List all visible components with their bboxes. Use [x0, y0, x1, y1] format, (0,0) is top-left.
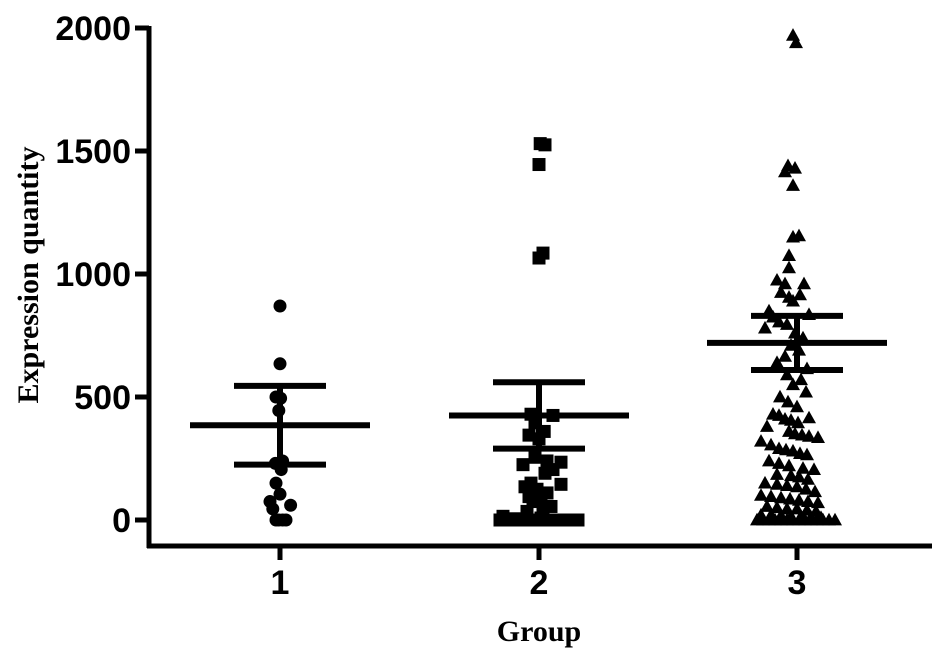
y-tick-label: 2000: [55, 10, 131, 48]
data-point-triangle: [808, 484, 822, 498]
data-point-triangle: [772, 456, 786, 469]
data-point-triangle: [789, 35, 803, 49]
x-tick-label: 1: [271, 564, 290, 602]
y-axis-title: Expression quantity: [12, 146, 45, 403]
data-point-square: [526, 495, 540, 509]
data-point-triangle: [786, 178, 800, 191]
data-point-square: [528, 450, 542, 464]
x-tick-label: 2: [530, 564, 549, 602]
data-point-triangle: [796, 461, 810, 474]
data-point-triangle: [780, 317, 794, 330]
x-tick-label: 3: [788, 564, 807, 602]
data-point-triangle: [790, 479, 804, 493]
data-point-square: [516, 458, 530, 472]
data-point-square: [518, 480, 532, 494]
data-point-triangle: [800, 447, 814, 461]
data-point-triangle: [801, 472, 815, 485]
data-point-triangle: [770, 467, 784, 480]
data-point-square: [571, 513, 585, 527]
data-point-triangle: [811, 430, 825, 443]
data-point-triangle: [828, 512, 842, 526]
data-point-triangle: [802, 410, 816, 424]
data-point-triangle: [794, 372, 808, 386]
data-point-triangle: [760, 499, 774, 512]
data-point-triangle: [782, 248, 796, 261]
data-point-triangle: [774, 285, 788, 298]
data-point-square: [532, 158, 546, 172]
data-point-triangle: [797, 276, 811, 290]
data-point-triangle: [760, 419, 774, 432]
y-tick-label: 0: [112, 502, 131, 540]
data-point-triangle: [770, 272, 784, 286]
data-point-triangle: [754, 488, 768, 501]
data-point-triangle: [792, 469, 806, 483]
data-point-triangle: [801, 494, 815, 507]
data-point-triangle: [780, 478, 794, 491]
data-point-triangle: [786, 377, 800, 391]
data-point-square: [554, 477, 568, 491]
data-point-circle: [269, 476, 283, 490]
data-point-triangle: [782, 260, 796, 274]
data-point-circle: [273, 487, 287, 501]
data-point-square: [532, 251, 546, 265]
data-point-triangle: [786, 229, 800, 243]
data-point-triangle: [758, 320, 772, 334]
data-point-circle: [266, 502, 280, 516]
data-point-triangle: [773, 389, 787, 403]
data-point-triangle: [774, 490, 788, 504]
data-point-triangle: [783, 491, 797, 505]
y-tick-label: 1500: [55, 133, 131, 171]
data-point-triangle: [770, 355, 784, 368]
data-point-triangle: [778, 164, 792, 178]
y-ticks: 0 500 1000 1500 2000: [55, 10, 149, 540]
data-point-circle: [273, 299, 287, 313]
data-point-square: [538, 466, 552, 480]
data-point-triangle: [782, 458, 796, 472]
data-point-triangle: [799, 482, 813, 495]
mean-sem-bars: [190, 312, 887, 468]
data-point-circle: [279, 513, 293, 527]
data-point-triangle: [764, 437, 778, 451]
data-point-triangle: [780, 367, 794, 381]
data-point-triangle: [778, 349, 792, 362]
data-point-triangle: [788, 161, 802, 174]
data-point-square: [538, 138, 552, 152]
y-tick-label: 500: [74, 379, 131, 417]
x-axis-title: Group: [497, 615, 581, 648]
data-point-triangle: [792, 493, 806, 506]
data-point-triangle: [770, 477, 784, 490]
data-point-triangle: [758, 475, 772, 489]
data-point-triangle: [807, 462, 821, 475]
data-point-triangle: [778, 276, 792, 290]
data-point-triangle: [781, 394, 795, 408]
data-point-circle: [284, 498, 298, 512]
data-point-square: [522, 428, 536, 442]
data-point-triangle: [762, 453, 776, 467]
data-point-triangle: [772, 314, 786, 328]
data-point-triangle: [799, 384, 813, 398]
data-point-triangle: [786, 28, 800, 41]
data-point-triangle: [790, 399, 804, 413]
data-point-circle: [273, 357, 287, 371]
data-point-triangle: [764, 489, 778, 503]
x-ticks: 1 2 3: [271, 546, 807, 602]
data-point-triangle: [793, 287, 807, 301]
data-point-triangle: [754, 434, 768, 447]
data-point-triangle: [811, 495, 825, 509]
data-point-triangle: [802, 429, 816, 442]
y-tick-label: 1000: [55, 256, 131, 294]
data-points: [263, 28, 842, 527]
data-point-triangle: [786, 293, 800, 307]
data-point-triangle: [791, 415, 805, 429]
